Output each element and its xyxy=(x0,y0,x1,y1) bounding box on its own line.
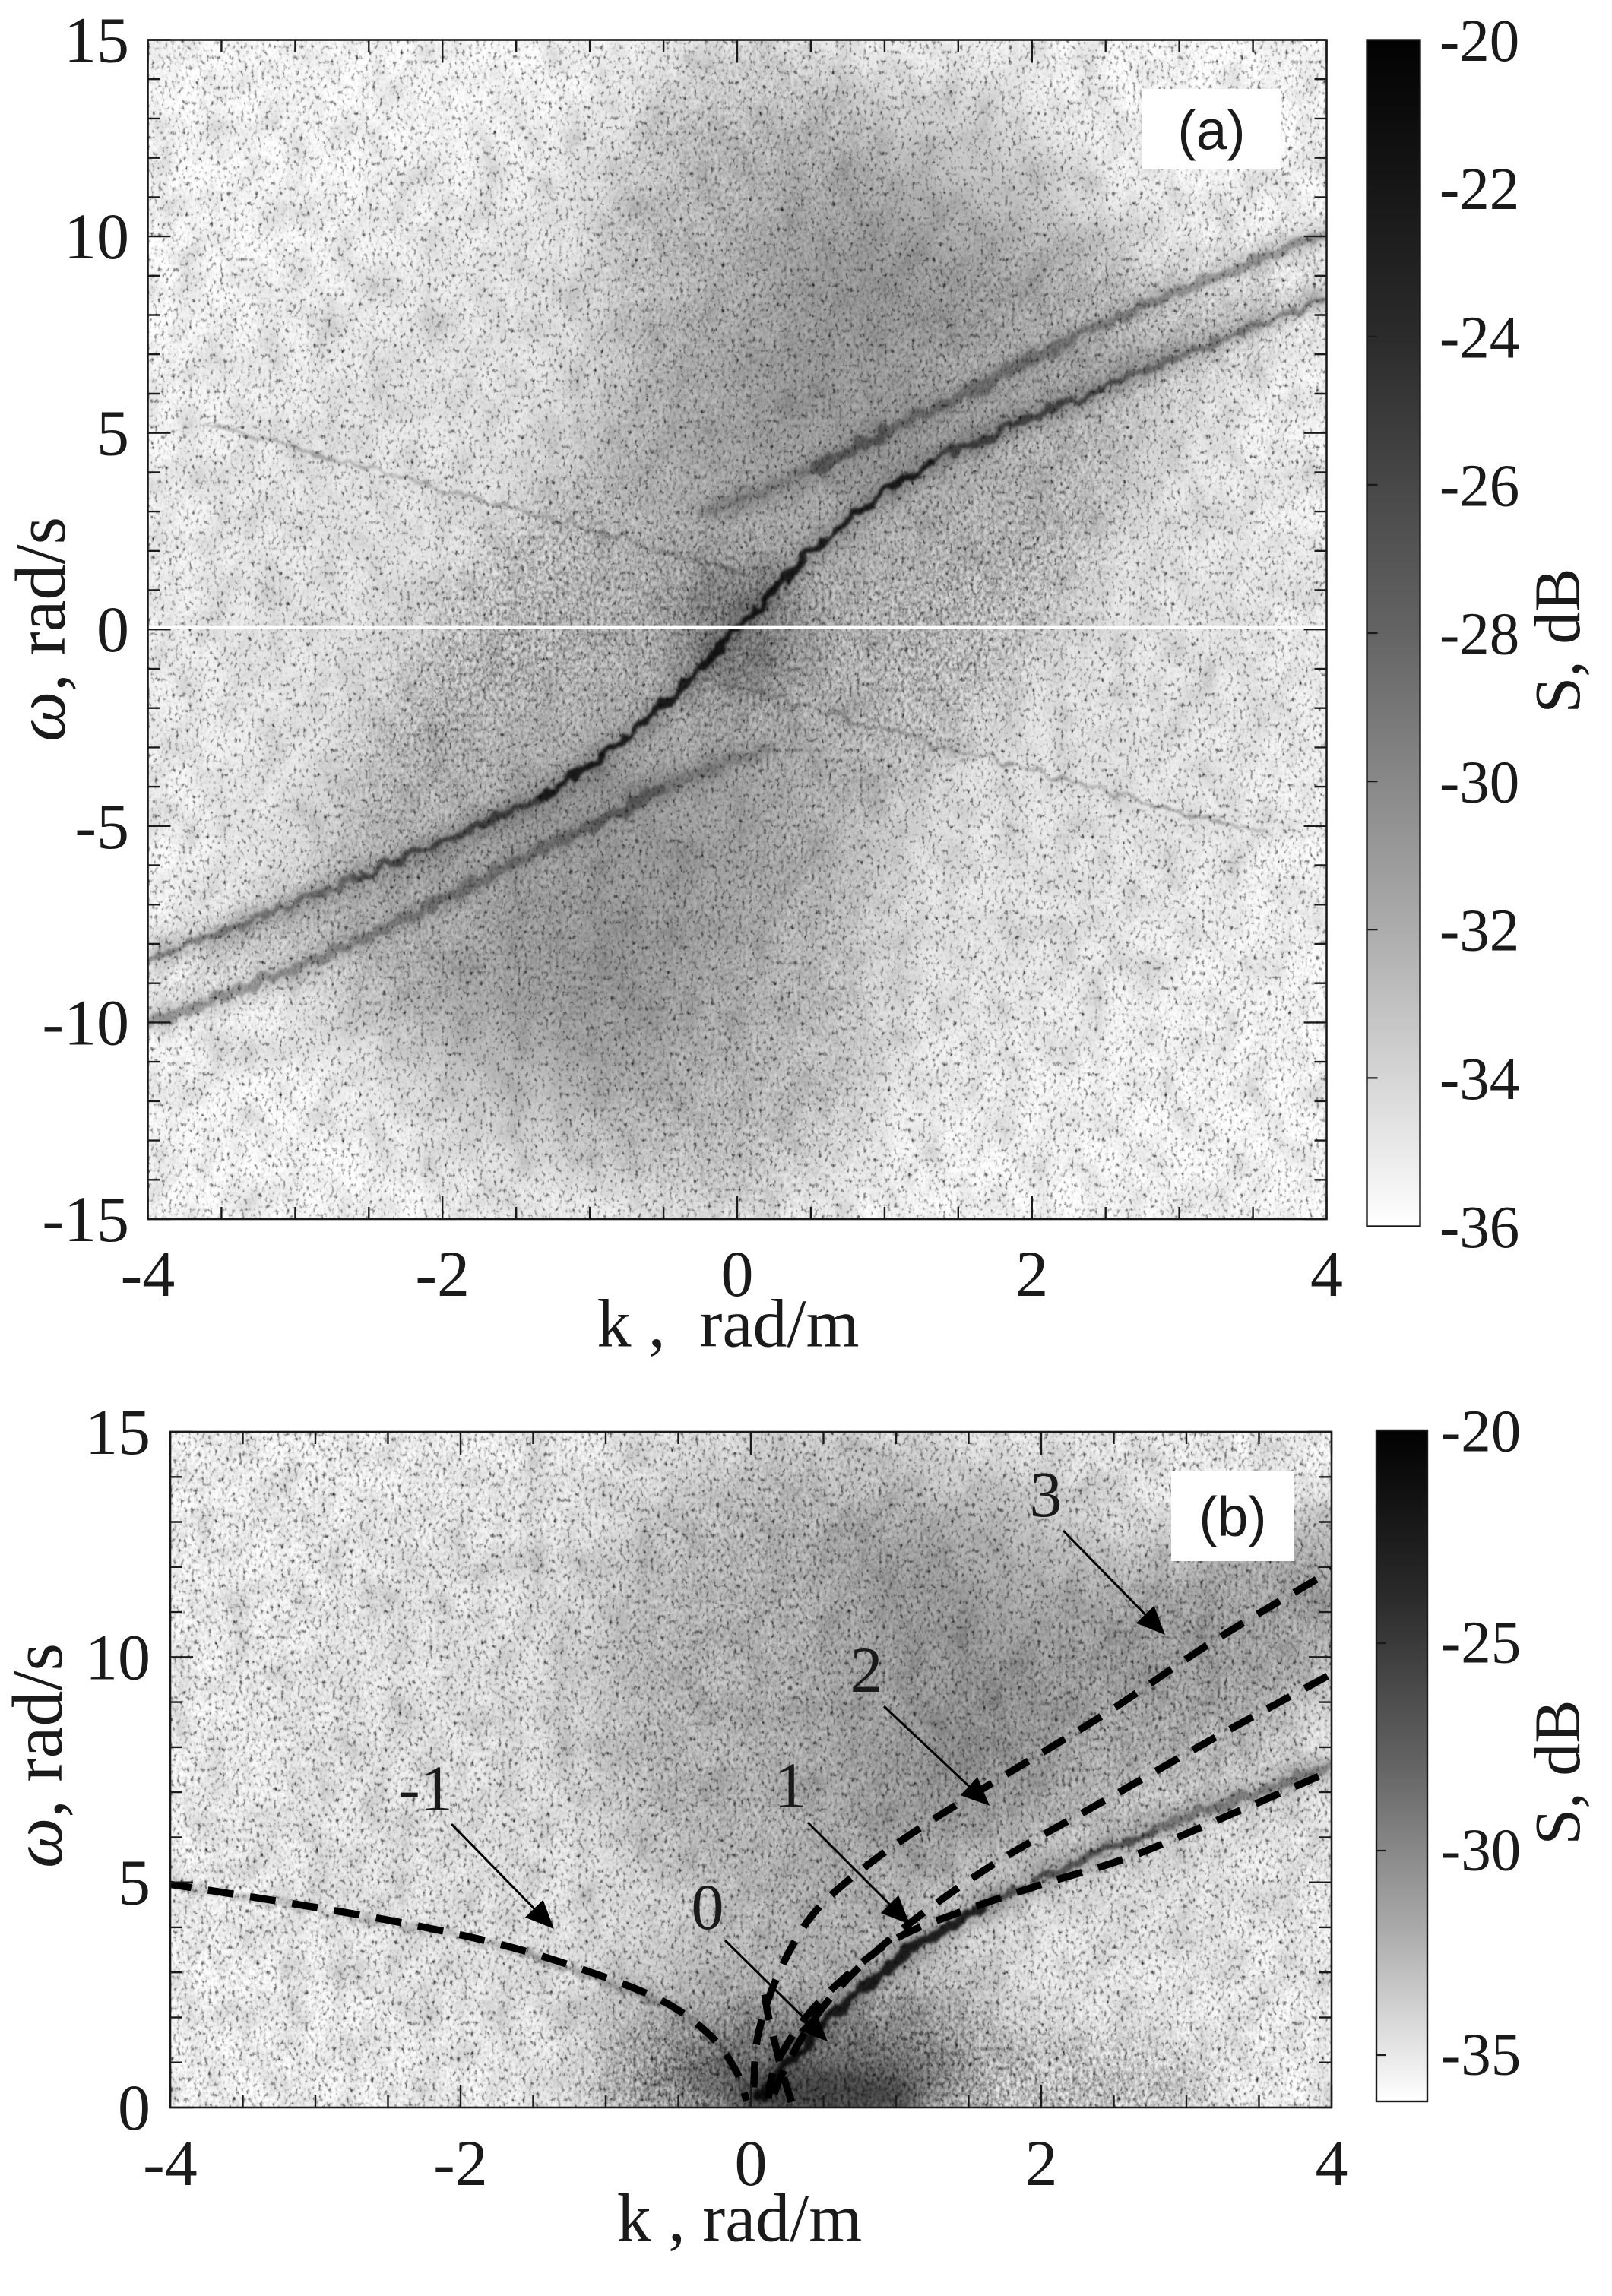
svg-text:4: 4 xyxy=(1316,2127,1348,2199)
svg-text:k , rad/m: k , rad/m xyxy=(597,1287,860,1362)
svg-text:k , rad/m: k , rad/m xyxy=(617,2181,862,2256)
svg-text:10: 10 xyxy=(85,1620,150,1693)
svg-text:-4: -4 xyxy=(143,2127,198,2199)
svg-text:2: 2 xyxy=(1015,1237,1048,1310)
svg-text:(a): (a) xyxy=(1177,100,1245,162)
svg-text:-30: -30 xyxy=(1441,1818,1521,1884)
svg-text:-22: -22 xyxy=(1439,157,1519,223)
svg-text:10: 10 xyxy=(64,200,129,273)
svg-text:-36: -36 xyxy=(1439,1195,1519,1261)
svg-text:4: 4 xyxy=(1310,1237,1343,1310)
svg-text:ω, rad/s: ω, rad/s xyxy=(2,517,81,742)
svg-text:-32: -32 xyxy=(1439,898,1519,964)
svg-text:-1: -1 xyxy=(398,1752,453,1825)
svg-text:2: 2 xyxy=(1025,2127,1058,2199)
svg-text:15: 15 xyxy=(64,4,129,77)
svg-text:3: 3 xyxy=(1030,1458,1063,1531)
svg-text:-20: -20 xyxy=(1441,1399,1521,1465)
svg-text:S, dB: S, dB xyxy=(1521,568,1594,713)
svg-text:-10: -10 xyxy=(42,986,129,1059)
svg-text:-4: -4 xyxy=(121,1237,176,1310)
svg-text:0: 0 xyxy=(692,1870,724,1943)
svg-text:-2: -2 xyxy=(415,1237,470,1310)
svg-text:-30: -30 xyxy=(1439,750,1519,816)
svg-text:ω, rad/s: ω, rad/s xyxy=(0,1643,78,1868)
svg-text:(b): (b) xyxy=(1199,1487,1266,1548)
svg-text:S, dB: S, dB xyxy=(1521,1699,1594,1845)
svg-text:-35: -35 xyxy=(1441,2022,1521,2089)
svg-text:-15: -15 xyxy=(42,1183,129,1256)
svg-text:-24: -24 xyxy=(1439,305,1519,371)
svg-text:0: 0 xyxy=(118,2071,150,2144)
svg-text:1: 1 xyxy=(774,1749,807,1822)
svg-text:0: 0 xyxy=(97,593,129,666)
svg-text:-20: -20 xyxy=(1439,8,1519,74)
svg-text:5: 5 xyxy=(97,397,129,470)
svg-text:-25: -25 xyxy=(1441,1610,1521,1677)
svg-text:-5: -5 xyxy=(74,790,129,863)
svg-text:0: 0 xyxy=(735,2127,768,2199)
svg-text:15: 15 xyxy=(85,1395,150,1468)
svg-text:-26: -26 xyxy=(1439,453,1519,519)
svg-text:-2: -2 xyxy=(433,2127,488,2199)
svg-text:5: 5 xyxy=(118,1846,150,1919)
svg-text:0: 0 xyxy=(721,1237,754,1310)
svg-text:-28: -28 xyxy=(1439,602,1519,668)
svg-text:-34: -34 xyxy=(1439,1047,1519,1113)
svg-text:2: 2 xyxy=(850,1633,883,1706)
